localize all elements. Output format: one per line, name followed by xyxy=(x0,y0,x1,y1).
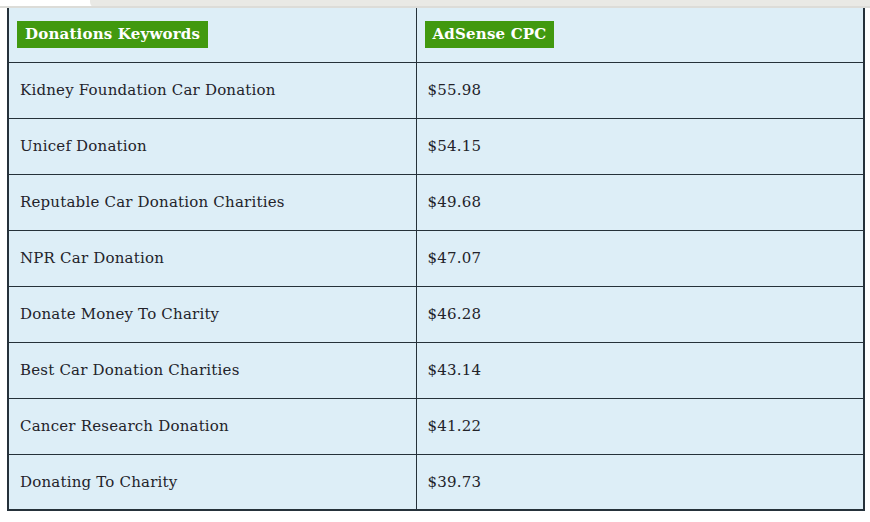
cpc-cell: $47.07 xyxy=(416,230,864,286)
table-row: Best Car Donation Charities $43.14 xyxy=(8,342,864,398)
keyword-cell: NPR Car Donation xyxy=(8,230,416,286)
cpc-header-highlight: AdSense CPC xyxy=(425,21,555,48)
cpc-cell: $46.28 xyxy=(416,286,864,342)
keyword-cell: Donate Money To Charity xyxy=(8,286,416,342)
cpc-cell: $55.98 xyxy=(416,62,864,118)
header-cell-keywords: Donations Keywords xyxy=(8,8,416,62)
page-top-strip xyxy=(0,0,870,8)
keyword-cell: Cancer Research Donation xyxy=(8,398,416,454)
cpc-cell: $43.14 xyxy=(416,342,864,398)
cpc-cell: $39.73 xyxy=(416,454,864,510)
table-row: Donating To Charity $39.73 xyxy=(8,454,864,510)
table-row: Cancer Research Donation $41.22 xyxy=(8,398,864,454)
keyword-cell: Kidney Foundation Car Donation xyxy=(8,62,416,118)
cpc-cell: $41.22 xyxy=(416,398,864,454)
header-cell-cpc: AdSense CPC xyxy=(416,8,864,62)
table-row: NPR Car Donation $47.07 xyxy=(8,230,864,286)
table-row: Kidney Foundation Car Donation $55.98 xyxy=(8,62,864,118)
table-row: Donate Money To Charity $46.28 xyxy=(8,286,864,342)
cpc-cell: $49.68 xyxy=(416,174,864,230)
top-strip-line xyxy=(0,6,870,8)
keywords-header-highlight: Donations Keywords xyxy=(17,21,208,48)
keyword-cell: Unicef Donation xyxy=(8,118,416,174)
keyword-cell: Best Car Donation Charities xyxy=(8,342,416,398)
table-row: Unicef Donation $54.15 xyxy=(8,118,864,174)
keyword-cell: Donating To Charity xyxy=(8,454,416,510)
keywords-cpc-table: Donations Keywords AdSense CPC Kidney Fo… xyxy=(7,8,865,511)
table-row: Reputable Car Donation Charities $49.68 xyxy=(8,174,864,230)
keyword-cell: Reputable Car Donation Charities xyxy=(8,174,416,230)
table-header-row: Donations Keywords AdSense CPC xyxy=(8,8,864,62)
cpc-cell: $54.15 xyxy=(416,118,864,174)
